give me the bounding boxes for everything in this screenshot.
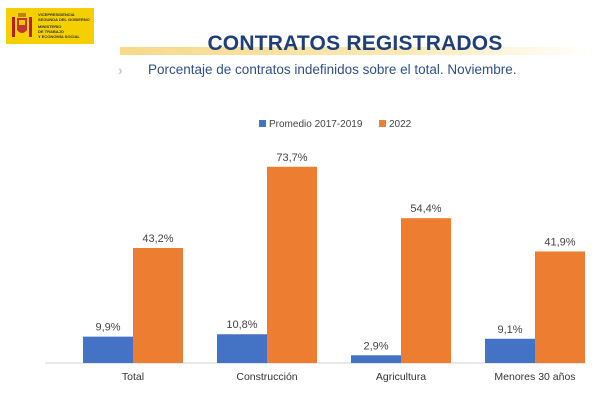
coat-of-arms-icon <box>12 13 32 37</box>
legend-swatch <box>259 120 266 127</box>
x-tick-label: Construcción <box>236 371 297 383</box>
legend-swatch <box>379 120 386 127</box>
bar <box>401 218 451 363</box>
legend-label: Promedio 2017-2019 <box>269 119 363 130</box>
data-label: 9,9% <box>95 322 120 334</box>
legend-label: 2022 <box>389 119 412 130</box>
bar <box>485 338 535 363</box>
data-label: 43,2% <box>142 233 173 245</box>
bar <box>535 251 585 363</box>
data-label: 54,4% <box>410 203 441 215</box>
title-underline <box>120 47 592 55</box>
bar <box>83 336 133 363</box>
data-label: 9,1% <box>497 324 522 336</box>
x-tick-label: Total <box>122 371 144 383</box>
bar <box>133 247 183 363</box>
logo-line: DE TRABAJO <box>38 29 65 34</box>
chevron-right-icon: › <box>118 62 123 78</box>
logo-line: MINISTERIO <box>38 24 62 29</box>
data-label: 10,8% <box>226 319 257 331</box>
bar <box>351 355 401 363</box>
page-title: CONTRATOS REGISTRADOS <box>207 32 503 55</box>
bar <box>217 334 267 363</box>
page-subtitle: Porcentaje de contratos indefinidos sobr… <box>148 62 517 77</box>
data-label: 41,9% <box>544 236 575 248</box>
bar-chart: Promedio 2017-2019 2022 9,9% 43,2% Total 10,8… <box>45 119 586 383</box>
data-label: 73,7% <box>276 152 307 164</box>
logo-line: Y ECONOMÍA SOCIAL <box>38 34 80 39</box>
logo-line: SEGUNDA DEL GOBIERNO <box>38 17 90 22</box>
government-logo: VICEPRESIDENCIA SEGUNDA DEL GOBIERNO MIN… <box>6 8 94 44</box>
logo-line: VICEPRESIDENCIA <box>38 12 75 17</box>
bar <box>267 166 317 363</box>
x-tick-label: Agricultura <box>376 371 426 383</box>
x-tick-label: Menores 30 años <box>494 371 575 383</box>
data-label: 2,9% <box>363 340 388 352</box>
